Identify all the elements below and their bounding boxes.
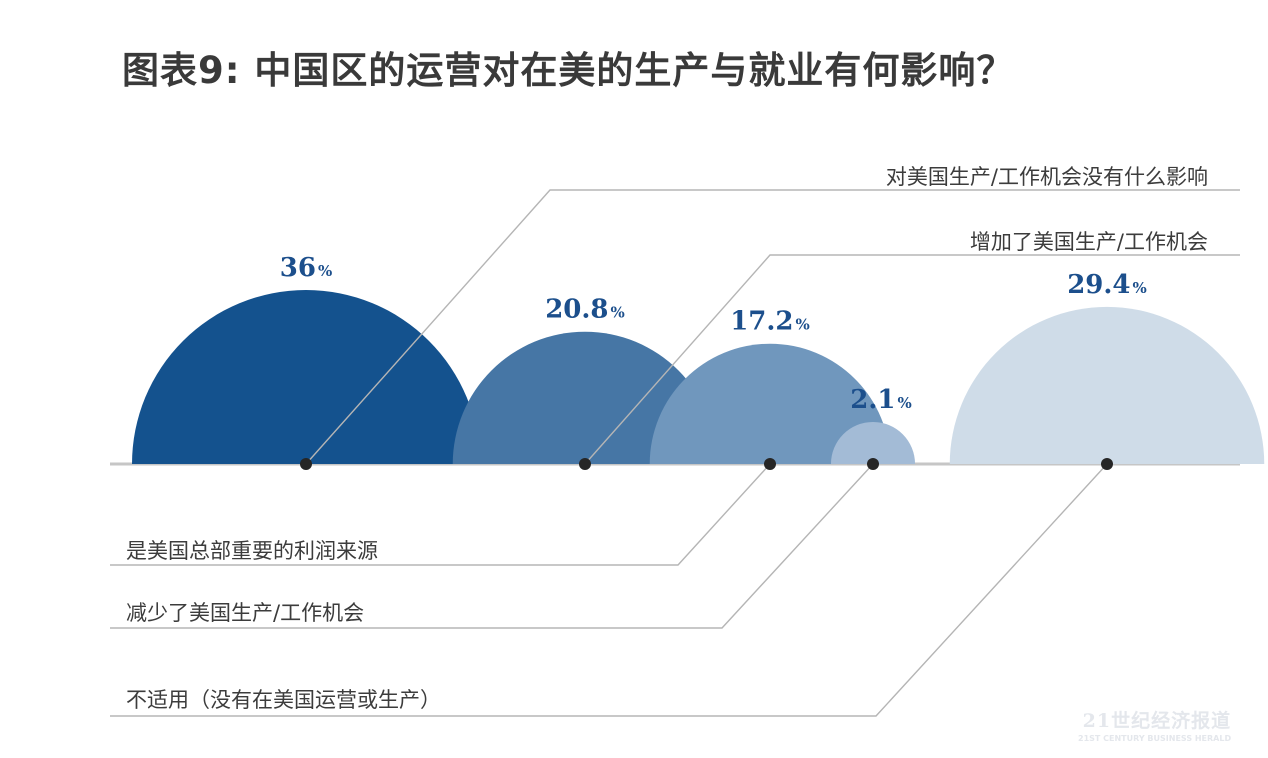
semicircle-1 — [132, 290, 480, 464]
watermark-logo: 21世纪经济报道 21ST CENTURY BUSINESS HERALD — [1078, 706, 1231, 743]
leader-line-4 — [110, 463, 874, 629]
data-point-2 — [579, 458, 591, 470]
semicircle-3 — [649, 343, 891, 464]
category-label-5: 不适用（没有在美国运营或生产） — [126, 688, 441, 712]
semicircle-2 — [452, 331, 718, 464]
category-label-1: 是美国总部重要的利润来源 — [126, 539, 378, 563]
data-point-3 — [764, 458, 776, 470]
data-point-5 — [1101, 458, 1113, 470]
watermark-english: 21ST CENTURY BUSINESS HERALD — [1078, 734, 1232, 743]
data-point-4 — [867, 458, 879, 470]
semicircle-5 — [949, 306, 1265, 464]
leader-line-2 — [584, 254, 1240, 465]
data-point-1 — [300, 458, 312, 470]
category-label-4: 对美国生产/工作机会没有什么影响 — [886, 165, 1208, 189]
leader-line-3 — [110, 463, 771, 566]
value-label-5: 29.4% — [1067, 270, 1147, 300]
chart-title: 图表9: 中国区的运营对在美的生产与就业有何影响？ — [122, 49, 1015, 92]
leader-line-1 — [305, 189, 1240, 465]
category-label-3: 减少了美国生产/工作机会 — [126, 601, 364, 625]
watermark-name: 21世纪经济报道 — [1082, 710, 1232, 732]
value-label-4: 2.1% — [850, 385, 912, 415]
value-label-1: 36% — [280, 253, 332, 283]
category-label-2: 增加了美国生产/工作机会 — [970, 230, 1208, 254]
value-label-2: 20.8% — [545, 295, 625, 325]
leader-line-5 — [110, 463, 1108, 717]
value-label-3: 17.2% — [730, 307, 810, 337]
semicircle-4 — [830, 421, 916, 464]
